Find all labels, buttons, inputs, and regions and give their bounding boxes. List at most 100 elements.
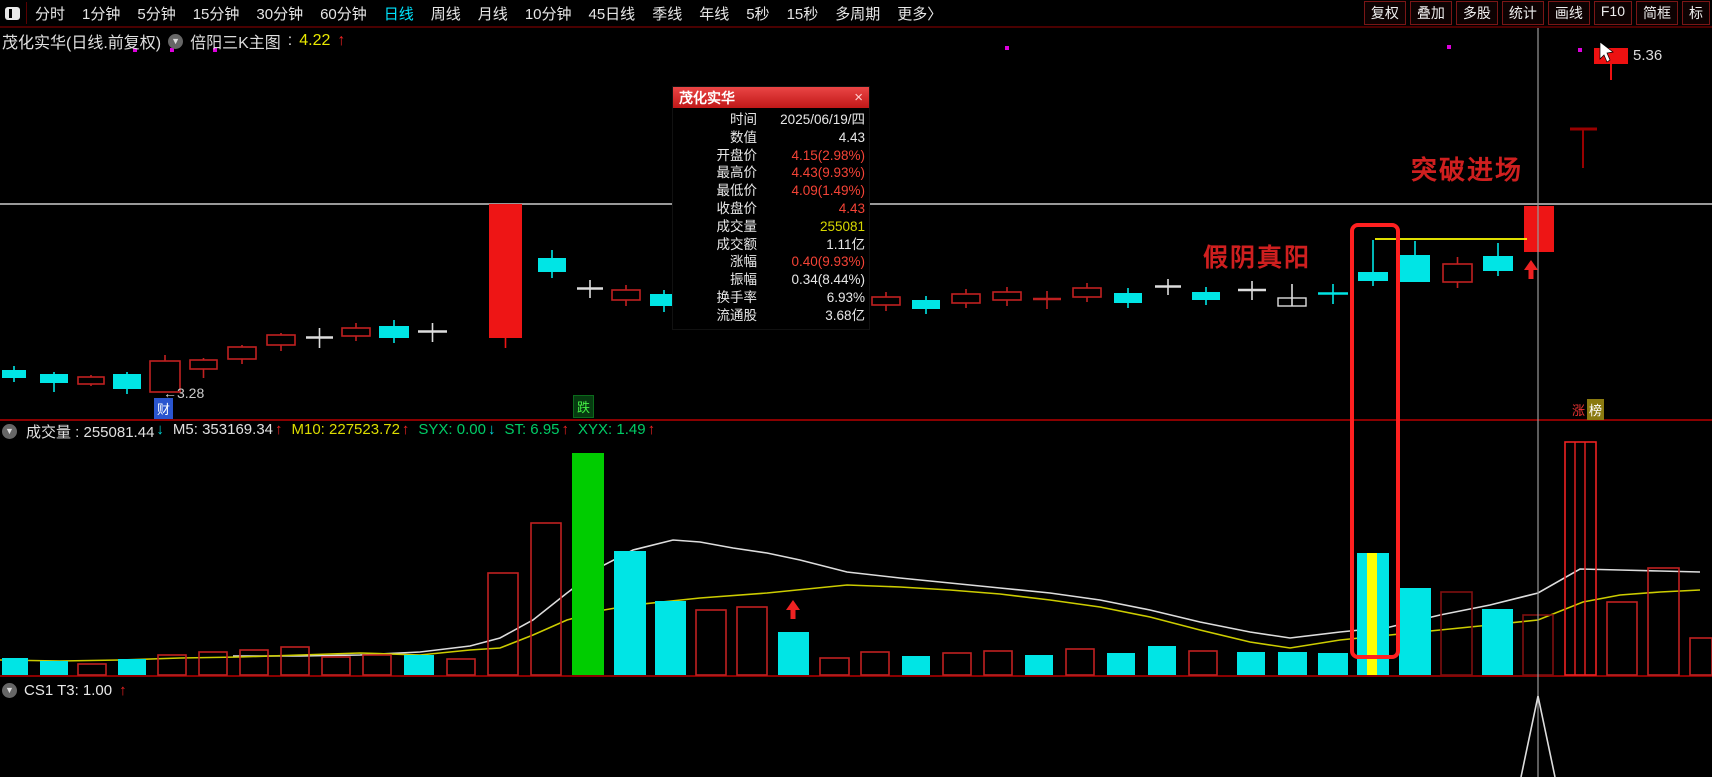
close-icon[interactable]: × xyxy=(854,89,863,106)
menu-item-更多〉[interactable]: 更多〉 xyxy=(897,5,943,23)
indicator-value: 4.22 xyxy=(299,32,331,49)
volume-header-segment: M10: 227523.72 xyxy=(291,421,400,438)
volume-header-segment: ↑ xyxy=(275,421,283,438)
app-window-icon[interactable] xyxy=(5,6,20,20)
menu-item-45日线[interactable]: 45日线 xyxy=(588,5,636,23)
menu-item-1分钟[interactable]: 1分钟 xyxy=(82,5,121,23)
annotation-breakout-entry: 突破进场 xyxy=(1411,155,1524,185)
indicator-up-arrow: ↑ xyxy=(337,32,346,49)
toolbar-button-F10[interactable]: F10 xyxy=(1593,1,1632,25)
price-tag-5-36: 5.36 xyxy=(1633,47,1663,64)
quote-row: 振幅 0.34(8.44%) xyxy=(673,271,865,289)
quote-row-value: 4.43 xyxy=(838,129,865,145)
chevron-down-icon[interactable]: ▼ xyxy=(168,33,184,49)
volume-header-segment: ↑ xyxy=(401,421,410,438)
menu-item-10分钟[interactable]: 10分钟 xyxy=(524,5,572,23)
chevron-down-icon[interactable]: ▼ xyxy=(2,424,17,439)
quote-row-value: 3.68亿 xyxy=(825,307,865,323)
quote-row-value: 4.15(2.98%) xyxy=(791,147,865,163)
toolbar-button-标[interactable]: 标 xyxy=(1682,1,1710,25)
quote-row-value: 2025/06/19/四 xyxy=(780,112,865,127)
quote-popup-titlebar[interactable]: 茂化实华 × xyxy=(673,87,869,108)
toolbar-button-复权[interactable]: 复权 xyxy=(1363,1,1406,25)
quote-row-value: 255081 xyxy=(819,218,865,234)
indicator-name[interactable]: 倍阳三K主图 xyxy=(190,35,281,52)
event-badge-zhangbang[interactable]: 涨 榜 xyxy=(1570,399,1605,420)
menu-item-15分钟[interactable]: 15分钟 xyxy=(192,5,240,23)
toolbar-buttons: 复权 叠加 多股 统计 画线 F10 简框标 xyxy=(1362,0,1712,26)
chevron-down-icon[interactable]: ▼ xyxy=(2,683,17,698)
price-callout-3-28: ←3.28 xyxy=(163,385,205,401)
volume-header-segment: ↓ xyxy=(156,421,164,438)
quote-row-value: 0.34(8.44%) xyxy=(791,272,865,288)
quote-row-label: 数值 xyxy=(730,129,757,145)
quote-popup: 茂化实华 × 时间 2025/06/19/四数值 4.43 开盘价 4.15(2.98%… xyxy=(673,87,869,329)
menu-separator xyxy=(26,2,27,24)
quote-row-label: 收盘价 xyxy=(716,200,758,216)
quote-row-label: 换手率 xyxy=(716,289,758,305)
menu-item-5分钟[interactable]: 5分钟 xyxy=(137,5,176,23)
cs1-up-arrow: ↑ xyxy=(119,682,127,699)
period-menu: 分时 1分钟 5分钟 15分钟 30分钟 60分钟 日线 周线 月线 10分钟 45日线 季线 年线 5秒… xyxy=(35,3,942,24)
quote-row: 流通股 3.68亿 xyxy=(673,307,866,325)
volume-header-segments: 成交量 : 255081.44 ↓ M5: 353169.34 ↑ M10: 22752… xyxy=(26,421,655,442)
event-badge-die[interactable]: 跌 xyxy=(573,395,595,418)
toolbar-button-简框[interactable]: 简框 xyxy=(1636,1,1678,25)
volume-header-segment: M5: 353169.34 xyxy=(172,421,273,438)
toolbar-button-叠加[interactable]: 叠加 xyxy=(1409,1,1452,25)
menu-item-15秒[interactable]: 15秒 xyxy=(786,5,819,23)
quote-row-label: 流通股 xyxy=(716,307,758,323)
menu-item-周线[interactable]: 周线 xyxy=(430,5,461,23)
event-badge-cai[interactable]: 财 xyxy=(154,398,174,419)
quote-row: 换手率 6.93% xyxy=(673,289,866,307)
volume-header-segment: ↑ xyxy=(561,421,570,438)
quote-row-label: 涨幅 xyxy=(730,254,757,270)
quote-row-value: 4.09(1.49%) xyxy=(791,183,865,199)
volume-pane-header: ▼ 成交量 : 255081.44 ↓ M5: 353169.34 ↑ M10: 227… xyxy=(2,421,655,442)
quote-row: 时间 2025/06/19/四 xyxy=(673,111,865,129)
volume-header-segment: XYX: 1.49 xyxy=(578,421,646,438)
menu-item-季线[interactable]: 季线 xyxy=(652,5,683,23)
volume-header-segment: SYX: 0.00 xyxy=(418,421,486,438)
quote-row: 数值 4.43 xyxy=(673,129,865,147)
volume-header-segment: ↑ xyxy=(647,421,656,438)
quote-row-label: 开盘价 xyxy=(716,147,758,163)
cs1-pane-header: ▼ CS1 T3: 1.00 ↑ xyxy=(2,682,127,699)
menu-item-年线[interactable]: 年线 xyxy=(699,5,730,23)
quote-row-value: 4.43(9.93%) xyxy=(791,165,865,181)
quote-row: 最低价 4.09(1.49%) xyxy=(673,182,866,200)
menu-item-5秒[interactable]: 5秒 xyxy=(746,5,770,23)
top-menu-bar: 分时 1分钟 5分钟 15分钟 30分钟 60分钟 日线 周线 月线 10分钟 45日线 季线 年线 5秒… xyxy=(0,0,1712,28)
toolbar-button-多股[interactable]: 多股 xyxy=(1455,1,1498,25)
toolbar-button-画线[interactable]: 画线 xyxy=(1547,1,1590,25)
indicator-colon: : xyxy=(287,32,293,49)
quote-row: 最高价 4.43(9.93%) xyxy=(673,164,866,182)
menu-item-60分钟[interactable]: 60分钟 xyxy=(320,5,367,23)
menu-item-日线[interactable]: 日线 xyxy=(383,5,414,23)
menu-item-多周期[interactable]: 多周期 xyxy=(835,5,881,23)
menu-item-分时[interactable]: 分时 xyxy=(35,5,66,23)
quote-row: 收盘价 4.43 xyxy=(673,200,866,218)
quote-row-label: 最低价 xyxy=(716,183,758,199)
menu-item-月线[interactable]: 月线 xyxy=(477,5,508,23)
quote-row: 成交额 1.11亿 xyxy=(673,236,866,254)
stock-title: 茂化实华(日线.前复权) xyxy=(2,35,162,52)
volume-header-segment: ↓ xyxy=(487,421,496,438)
toolbar-button-统计[interactable]: 统计 xyxy=(1501,1,1544,25)
quote-row-label: 最高价 xyxy=(716,165,758,181)
quote-row-value: 0.40(9.93%) xyxy=(791,254,865,270)
volume-header-segment: ST: 6.95 xyxy=(504,421,560,438)
quote-popup-title: 茂化实华 xyxy=(679,89,735,106)
quote-row-value: 6.93% xyxy=(826,289,865,305)
volume-header-segment: 成交量 : 255081.44 xyxy=(26,424,155,441)
menu-item-30分钟[interactable]: 30分钟 xyxy=(256,5,304,23)
badge-bang-char: 榜 xyxy=(1587,399,1605,420)
title-row: 茂化实华(日线.前复权) ▼ 倍阳三K主图 : 4.22 ↑ xyxy=(2,29,345,53)
cs1-header-text: CS1 T3: 1.00 xyxy=(24,682,113,699)
quote-row-label: 时间 xyxy=(730,112,757,127)
quote-row-label: 振幅 xyxy=(730,272,757,288)
quote-row-label: 成交量 xyxy=(716,218,758,234)
quote-row: 开盘价 4.15(2.98%) xyxy=(673,147,866,165)
quote-row-value: 1.11亿 xyxy=(826,236,865,252)
